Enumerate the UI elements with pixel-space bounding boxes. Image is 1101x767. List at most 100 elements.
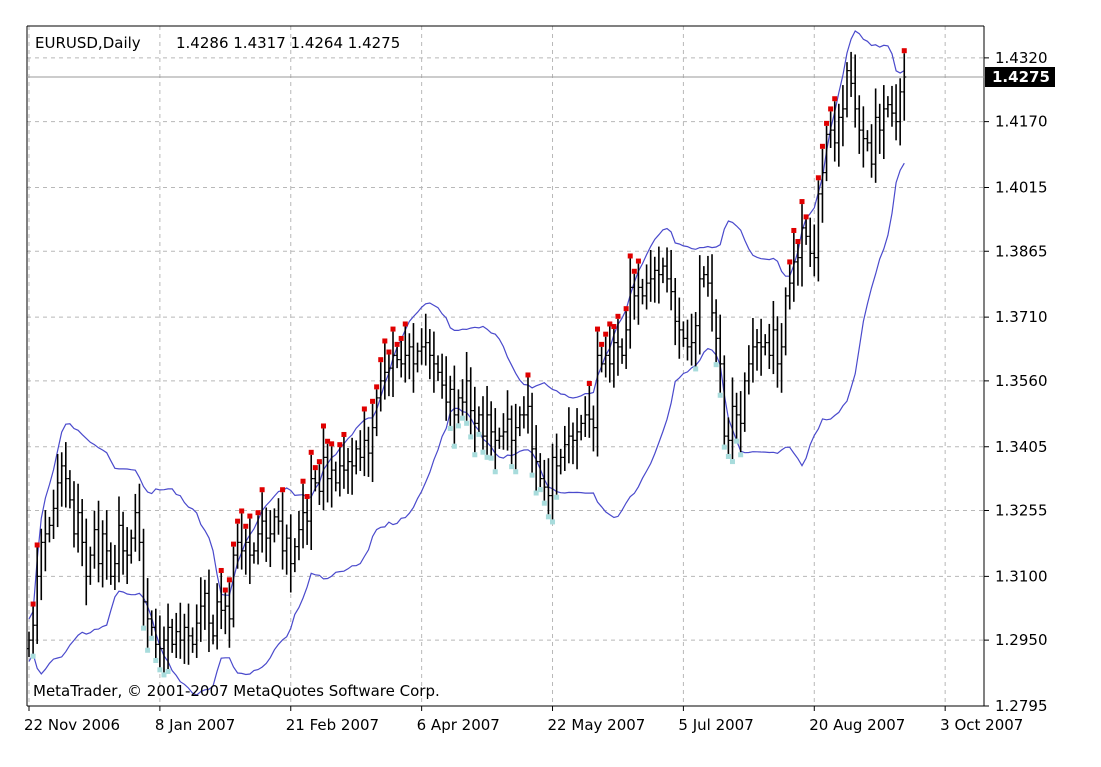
price-bar bbox=[186, 603, 191, 665]
price-bar bbox=[865, 130, 870, 152]
lower-band-touch-marker bbox=[455, 423, 461, 429]
price-bar bbox=[194, 604, 199, 658]
price-bar bbox=[681, 321, 686, 347]
upper-band-touch-marker bbox=[819, 143, 825, 149]
price-bar bbox=[121, 511, 126, 575]
price-bar bbox=[59, 452, 64, 507]
lower-band-touch-marker bbox=[141, 625, 147, 631]
price-bar bbox=[170, 618, 175, 653]
x-tick-label: 22 May 2007 bbox=[548, 716, 646, 734]
upper-band-touch-marker bbox=[599, 341, 605, 347]
price-bar bbox=[697, 255, 702, 355]
price-bar bbox=[644, 264, 649, 310]
price-bar bbox=[489, 401, 494, 456]
price-bar bbox=[116, 496, 121, 583]
price-bar bbox=[67, 470, 72, 509]
lower-band-touch-marker bbox=[468, 434, 474, 440]
price-bar bbox=[787, 264, 792, 310]
lower-band-touch-marker bbox=[537, 487, 543, 493]
price-bar bbox=[104, 510, 109, 580]
price-bar bbox=[759, 318, 764, 376]
y-tick-label: 1.3100 bbox=[995, 567, 1048, 585]
lower-band-touch-marker bbox=[734, 438, 740, 444]
price-bar bbox=[505, 390, 510, 451]
price-bar bbox=[182, 613, 187, 664]
upper-band-touch-marker bbox=[623, 306, 629, 312]
lower-band-touch-marker bbox=[509, 464, 515, 470]
price-bar bbox=[415, 342, 420, 373]
price-bar bbox=[853, 54, 858, 128]
price-bar bbox=[386, 354, 391, 397]
lower-band-touch-marker bbox=[529, 472, 535, 478]
upper-band-touch-marker bbox=[341, 431, 347, 437]
price-bar bbox=[403, 326, 408, 383]
price-bar bbox=[256, 515, 261, 565]
price-bar bbox=[775, 316, 780, 388]
price-bar bbox=[611, 329, 616, 388]
price-bar bbox=[804, 219, 809, 245]
price-bar bbox=[108, 542, 113, 585]
upper-band-touch-marker bbox=[325, 438, 331, 444]
price-bar bbox=[27, 631, 31, 658]
price-bar bbox=[812, 224, 817, 277]
upper-band-touch-marker bbox=[799, 199, 805, 205]
price-bar bbox=[362, 411, 367, 477]
upper-band-touch-marker bbox=[386, 349, 392, 355]
price-bar bbox=[243, 528, 248, 575]
price-bars bbox=[27, 51, 907, 673]
price-bar bbox=[313, 470, 318, 492]
lower-band-touch-marker bbox=[545, 514, 551, 520]
signal-markers bbox=[30, 48, 907, 678]
upper-band-touch-marker bbox=[607, 321, 613, 327]
x-tick-label: 20 Aug 2007 bbox=[809, 716, 905, 734]
price-bar bbox=[350, 437, 355, 495]
price-bar bbox=[845, 62, 849, 118]
price-bar bbox=[407, 333, 412, 380]
y-tick-label: 1.2795 bbox=[995, 697, 1048, 715]
price-bar bbox=[166, 603, 171, 670]
price-bar bbox=[742, 372, 747, 432]
upper-band-touch-marker bbox=[815, 175, 821, 181]
price-bar bbox=[149, 610, 154, 636]
price-bar bbox=[129, 529, 134, 564]
upper-band-touch-marker bbox=[329, 441, 335, 447]
price-bar bbox=[112, 544, 117, 590]
lower-band-touch-marker bbox=[464, 420, 470, 426]
price-bar bbox=[161, 626, 166, 673]
lower-band-touch-marker bbox=[480, 449, 486, 455]
price-bar bbox=[894, 84, 899, 141]
price-bar bbox=[476, 406, 481, 432]
lower-band-touch-marker bbox=[161, 672, 167, 678]
price-bar bbox=[710, 254, 715, 332]
lower-band-touch-marker bbox=[717, 392, 723, 398]
price-bar bbox=[513, 403, 518, 470]
x-tick-label: 3 Oct 2007 bbox=[940, 716, 1023, 734]
upper-band-touch-marker bbox=[34, 542, 40, 548]
price-bar bbox=[43, 510, 48, 572]
x-tick-label: 21 Feb 2007 bbox=[286, 716, 379, 734]
lower-band-touch-marker bbox=[447, 425, 453, 431]
price-bar bbox=[685, 319, 690, 361]
price-bar bbox=[824, 125, 829, 182]
upper-band-touch-marker bbox=[247, 513, 253, 519]
price-bar bbox=[869, 124, 874, 178]
price-bar bbox=[80, 499, 85, 567]
price-bar bbox=[374, 389, 379, 437]
lower-band-touch-marker bbox=[476, 431, 482, 437]
upper-band-touch-marker bbox=[382, 338, 388, 344]
upper-band-touch-marker bbox=[803, 214, 809, 220]
price-bar bbox=[211, 614, 216, 645]
price-bar bbox=[640, 278, 645, 305]
price-bar bbox=[656, 246, 661, 304]
price-bar bbox=[485, 385, 490, 455]
price-bar bbox=[607, 326, 612, 383]
price-bar bbox=[857, 95, 862, 154]
price-bar bbox=[779, 323, 784, 393]
price-bar bbox=[873, 88, 878, 183]
price-bar bbox=[705, 255, 710, 297]
lower-band-touch-marker bbox=[513, 469, 519, 475]
upper-band-touch-marker bbox=[308, 449, 314, 455]
price-bar bbox=[763, 334, 768, 356]
price-bar bbox=[652, 256, 657, 303]
